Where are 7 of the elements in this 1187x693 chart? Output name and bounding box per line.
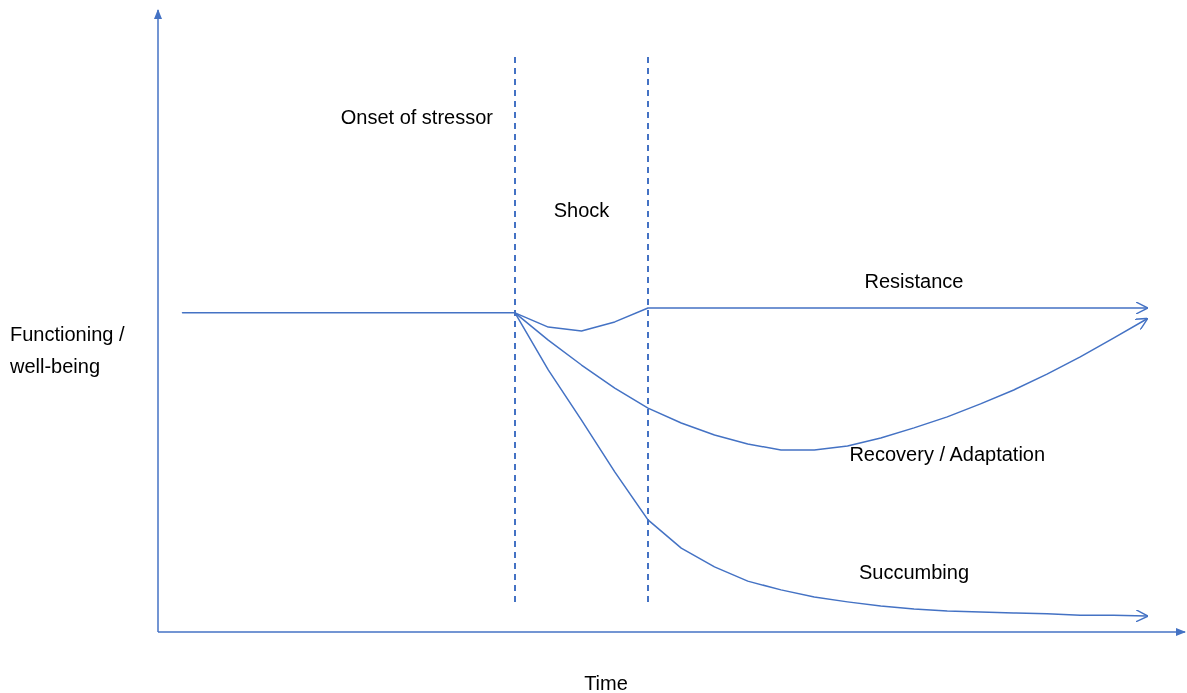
text: Onset of stressor	[340, 106, 494, 128]
y-axis-title: Functioning / well-being	[9, 323, 125, 377]
text: Shock	[553, 199, 611, 221]
series-label: Recovery / Adaptation	[849, 442, 1046, 465]
series-label: Succumbing	[858, 561, 970, 583]
series-label: Resistance	[864, 270, 964, 292]
x-axis-title: Time	[584, 672, 628, 693]
